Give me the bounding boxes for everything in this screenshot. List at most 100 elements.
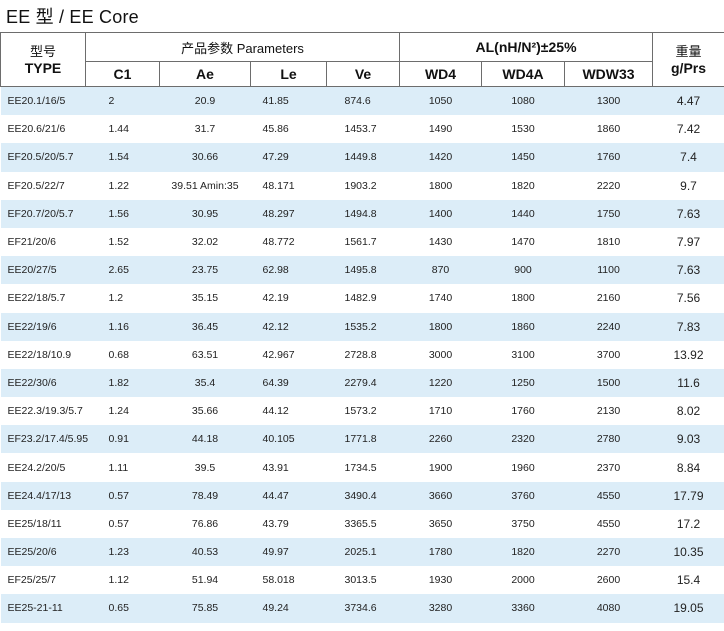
type-header: 型号 TYPE bbox=[0, 32, 86, 87]
cell-wd4a: 1760 bbox=[481, 397, 565, 426]
cell-type: EE25/18/11 bbox=[0, 509, 86, 538]
cell-c1: 1.52 bbox=[85, 227, 160, 257]
cell-type: EE24.2/20/5 bbox=[0, 453, 86, 482]
cell-type: EE25-21-11 bbox=[0, 594, 86, 623]
cell-type: EE22/19/6 bbox=[0, 312, 86, 341]
table-row: EE22/18/10.9 0.68 63.51 42.967 2728.8 3000 310… bbox=[0, 340, 724, 369]
cell-type: EF25/25/7 bbox=[0, 566, 86, 595]
cell-wd4a: 1820 bbox=[481, 171, 565, 200]
cell-weight: 13.92 bbox=[652, 340, 724, 369]
table-row: EE22/19/6 1.16 36.45 42.12 1535.2 1800 1860 224… bbox=[0, 312, 724, 341]
cell-ae: 44.18 bbox=[159, 425, 251, 454]
cell-ve: 1903.2 bbox=[326, 171, 400, 200]
cell-ve: 2025.1 bbox=[326, 538, 400, 567]
cell-weight: 15.4 bbox=[652, 566, 724, 595]
column-header-ve: Ve bbox=[326, 61, 400, 87]
cell-type: EE22/18/10.9 bbox=[0, 340, 86, 369]
cell-ve: 1494.8 bbox=[326, 199, 400, 228]
cell-type: EE20/27/5 bbox=[0, 256, 86, 285]
cell-wd4: 1220 bbox=[399, 368, 482, 398]
cell-c1: 0.57 bbox=[85, 481, 160, 510]
cell-type: EF20.5/22/7 bbox=[0, 171, 86, 200]
cell-ae: 76.86 bbox=[159, 509, 251, 538]
cell-weight: 7.97 bbox=[652, 227, 724, 257]
cell-wdw33: 4080 bbox=[564, 594, 653, 623]
cell-ve: 1482.9 bbox=[326, 284, 400, 313]
cell-wd4a: 900 bbox=[481, 256, 565, 285]
table-row: EF20.5/20/5.7 1.54 30.66 47.29 1449.8 1420 145… bbox=[0, 143, 724, 172]
cell-wd4a: 3360 bbox=[481, 594, 565, 623]
cell-type: EF20.5/20/5.7 bbox=[0, 143, 86, 172]
cell-ve: 1453.7 bbox=[326, 115, 400, 144]
cell-wd4: 1780 bbox=[399, 538, 482, 567]
cell-ve: 874.6 bbox=[326, 86, 400, 116]
column-header-le: Le bbox=[250, 61, 327, 87]
cell-type: EE22/18/5.7 bbox=[0, 284, 86, 313]
cell-c1: 1.16 bbox=[85, 312, 160, 341]
cell-wd4: 1430 bbox=[399, 227, 482, 257]
cell-ae: 78.49 bbox=[159, 481, 251, 510]
cell-wdw33: 4550 bbox=[564, 509, 653, 538]
cell-c1: 1.12 bbox=[85, 566, 160, 595]
type-header-en: TYPE bbox=[24, 59, 62, 76]
column-header-wdw33: WDW33 bbox=[563, 61, 654, 87]
cell-wd4: 3660 bbox=[399, 481, 482, 510]
cell-wdw33: 1100 bbox=[564, 256, 653, 285]
cell-ve: 3490.4 bbox=[326, 481, 400, 510]
cell-wd4a: 1960 bbox=[481, 453, 565, 482]
cell-wdw33: 3700 bbox=[564, 340, 653, 369]
cell-weight: 11.6 bbox=[652, 368, 724, 398]
cell-wdw33: 2130 bbox=[564, 397, 653, 426]
cell-type: EF23.2/17.4/5.95 bbox=[0, 425, 88, 454]
cell-ae: 23.75 bbox=[159, 256, 251, 285]
table-row: EE24.2/20/5 1.11 39.5 43.91 1734.5 1900 1960 23… bbox=[0, 453, 724, 482]
table-row: EF20.7/20/5.7 1.56 30.95 48.297 1494.8 1400 14… bbox=[0, 199, 724, 228]
cell-wdw33: 2780 bbox=[564, 425, 653, 454]
cell-wd4a: 1450 bbox=[481, 143, 565, 172]
table-row: EE25/18/11 0.57 76.86 43.79 3365.5 3650 3750 45… bbox=[0, 509, 724, 538]
column-header-wd4a: WD4A bbox=[481, 61, 565, 87]
cell-c1: 0.68 bbox=[85, 340, 160, 369]
cell-ae: 30.95 bbox=[159, 199, 251, 228]
cell-c1: 1.11 bbox=[85, 453, 160, 482]
cell-le: 48.171 bbox=[250, 171, 327, 200]
cell-le: 48.297 bbox=[250, 199, 327, 228]
cell-le: 41.85 bbox=[250, 86, 327, 116]
cell-wd4a: 1440 bbox=[481, 199, 565, 228]
cell-wdw33: 4550 bbox=[564, 481, 653, 510]
table-row: EE25/20/6 1.23 40.53 49.97 2025.1 1780 1820 227… bbox=[0, 538, 724, 567]
cell-type: EE20.6/21/6 bbox=[0, 115, 86, 144]
cell-weight: 8.84 bbox=[652, 453, 724, 482]
cell-ve: 3734.6 bbox=[326, 594, 400, 623]
cell-type: EE20.1/16/5 bbox=[0, 86, 86, 116]
cell-weight: 7.56 bbox=[652, 284, 724, 313]
cell-ve: 1449.8 bbox=[326, 143, 400, 172]
cell-wd4a: 1530 bbox=[481, 115, 565, 144]
cell-le: 48.772 bbox=[250, 227, 327, 257]
cell-type: EF21/20/6 bbox=[0, 227, 86, 257]
column-header-wd4: WD4 bbox=[399, 61, 482, 87]
cell-c1: 1.56 bbox=[85, 199, 160, 228]
cell-wd4a: 1800 bbox=[481, 284, 565, 313]
cell-le: 62.98 bbox=[250, 256, 327, 285]
cell-wdw33: 2240 bbox=[564, 312, 653, 341]
cell-type: EE22/30/6 bbox=[0, 368, 86, 398]
cell-c1: 2 bbox=[85, 86, 160, 116]
cell-ve: 2728.8 bbox=[326, 340, 400, 369]
cell-wdw33: 1810 bbox=[564, 227, 653, 257]
table-row: EE25-21-11 0.65 75.85 49.24 3734.6 3280 3360 40… bbox=[0, 594, 724, 623]
weight-header-cn: 重量 bbox=[675, 43, 702, 59]
cell-le: 45.86 bbox=[250, 115, 327, 144]
cell-weight: 7.4 bbox=[652, 143, 724, 172]
parameters-header: 产品参数 Parameters bbox=[85, 32, 400, 62]
cell-wd4a: 3100 bbox=[481, 340, 565, 369]
cell-wd4: 1740 bbox=[399, 284, 482, 313]
cell-wd4a: 1250 bbox=[481, 368, 565, 398]
cell-le: 42.19 bbox=[250, 284, 327, 313]
table-row: EE24.4/17/13 0.57 78.49 44.47 3490.4 3660 3760… bbox=[0, 481, 724, 510]
cell-ve: 1573.2 bbox=[326, 397, 400, 426]
cell-wd4a: 1820 bbox=[481, 538, 565, 567]
column-header-c1: C1 bbox=[85, 61, 160, 87]
cell-wd4: 1900 bbox=[399, 453, 482, 482]
cell-wd4: 1800 bbox=[399, 171, 482, 200]
